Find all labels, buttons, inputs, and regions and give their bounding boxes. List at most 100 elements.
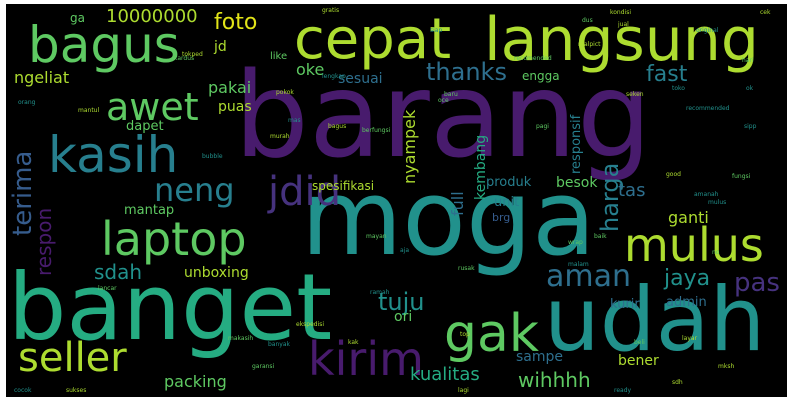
word-packing: packing: [164, 372, 227, 391]
word-fast: fast: [646, 62, 688, 87]
word-besok: besok: [556, 175, 598, 191]
word-foto: foto: [214, 10, 258, 35]
word-unboxing: unboxing: [184, 265, 249, 281]
word-jual: jual: [618, 21, 629, 28]
word-responsif: responsif: [569, 114, 584, 174]
word-engga: engga: [522, 69, 560, 83]
word-mksh: mksh: [718, 363, 735, 370]
word-seken: seken: [626, 91, 644, 98]
word-admin: admin: [666, 295, 707, 310]
word-baru: baru: [444, 91, 458, 98]
word-sesuai: sesuai: [338, 71, 383, 87]
word-layar: layar: [682, 335, 698, 342]
word-lagi: lagi: [458, 387, 469, 394]
word-cocok: cocok: [14, 387, 32, 394]
word-amanah: amanah: [694, 191, 719, 198]
word-thanks: thanks: [426, 58, 507, 86]
word-beli: beli: [634, 339, 645, 346]
word-aman: aman: [546, 259, 632, 294]
word-unit: unit: [494, 195, 520, 210]
word-bener: bener: [618, 353, 659, 369]
word-mayan: mayan: [366, 233, 387, 240]
word-kembang: kembang: [473, 134, 489, 200]
word-tas: tas: [618, 180, 646, 201]
word-brg: brg: [492, 211, 511, 224]
word-hari: hari: [742, 57, 754, 64]
word-jd: jd: [214, 39, 227, 55]
word-original: original: [696, 27, 719, 34]
word-lancar: lancar: [98, 285, 117, 292]
word-nyampek: nyampek: [400, 109, 419, 184]
word-like: like: [270, 51, 288, 62]
word-ok: ok: [746, 85, 754, 92]
word-mantul: mantul: [78, 107, 100, 114]
word-makasih: makasih: [228, 335, 254, 342]
word-ramah: ramah: [370, 289, 390, 296]
word-banget: banget: [8, 254, 333, 361]
word-orang: orang: [18, 99, 36, 106]
word-dus: dus: [582, 17, 593, 24]
word-respon: respon: [32, 207, 56, 276]
word-cek: cek: [760, 9, 771, 16]
word-kardus: kardus: [174, 55, 195, 62]
word-langsung: langsung: [484, 5, 759, 75]
word-wihhhh: wihhhh: [518, 368, 591, 392]
word-kualitas: kualitas: [410, 364, 480, 385]
word-puas: puas: [218, 99, 252, 115]
word-seller: seller: [18, 335, 127, 381]
word-garansi: garansi: [252, 363, 275, 370]
word-fungsi: fungsi: [732, 173, 751, 180]
word-tuju: tuju: [378, 288, 425, 316]
word-cepat: cepat: [294, 7, 452, 72]
word-berfungsi: berfungsi: [362, 127, 391, 134]
word-ekspedisi: ekspedisi: [296, 321, 325, 328]
word-pagi: pagi: [536, 123, 549, 130]
word-toko: toko: [672, 85, 685, 92]
word-no: no: [712, 249, 720, 256]
word-sipp: sipp: [744, 123, 757, 130]
word-laptop: laptop: [101, 212, 247, 266]
word-10000000: 10000000: [106, 6, 198, 27]
word-barang: barang: [234, 46, 652, 184]
word-baik: baik: [594, 233, 607, 240]
word-oke: oke: [296, 60, 325, 79]
word-sampe: sampe: [516, 349, 564, 365]
word-recommended: recommended: [686, 105, 730, 112]
word-bagus: bagus: [28, 16, 180, 74]
word-dapet: dapet: [126, 119, 164, 134]
word-spesifikasi: spesifikasi: [312, 179, 375, 193]
word-pokok: pokok: [276, 89, 294, 96]
word-oce: oce: [438, 97, 449, 104]
word-ganti: ganti: [668, 208, 709, 227]
word-ngeliat: ngeliat: [14, 68, 70, 87]
word-sdh: sdh: [672, 379, 683, 386]
word-recomended: recomended: [514, 55, 552, 62]
word-moga: moga: [301, 157, 596, 279]
word-full: full: [448, 191, 467, 216]
word-mulus: mulus: [624, 218, 764, 272]
word-mantap: mantap: [124, 203, 175, 218]
word-jaya: jaya: [664, 266, 711, 291]
word-bagus2: bagus: [328, 123, 347, 130]
word-malam: malam: [568, 261, 589, 268]
word-pakai: pakai: [208, 78, 252, 97]
word-produk: produk: [486, 175, 532, 190]
word-aja: aja: [400, 247, 410, 254]
word-rusak: rusak: [458, 265, 475, 272]
word-top: top: [460, 331, 470, 338]
word-sdah: sdah: [94, 260, 143, 284]
word-pas: pas: [734, 268, 780, 298]
word-wrap: wrap: [568, 239, 583, 246]
word-kurir: kurir: [610, 297, 640, 312]
word-mulus2: mulus: [708, 199, 727, 206]
word-udah: udah: [544, 268, 766, 371]
word-lengkap: lengkap: [322, 73, 346, 80]
word-realpict: realpict: [578, 41, 601, 48]
word-banyak: banyak: [268, 341, 290, 348]
word-kak: kak: [348, 339, 359, 346]
word-ready: ready: [614, 387, 632, 394]
word-kasih: kasih: [48, 126, 179, 184]
word-neng: neng: [154, 171, 235, 209]
word-jdid: jdid: [268, 169, 342, 215]
word-gak: gak: [444, 304, 539, 364]
